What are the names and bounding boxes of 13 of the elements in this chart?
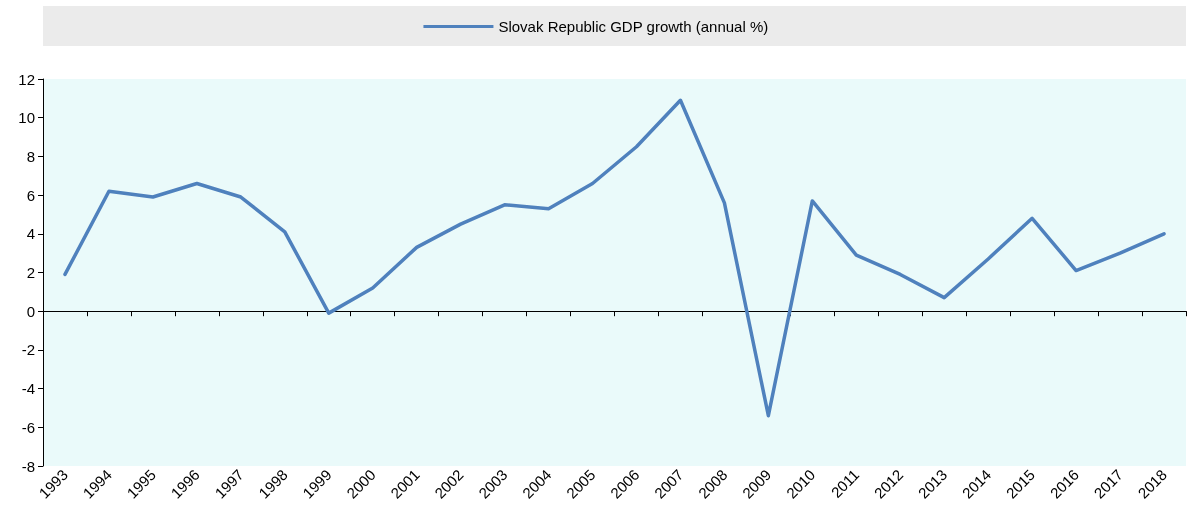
y-tick-label: -4 xyxy=(21,380,35,398)
y-tick-label: 6 xyxy=(26,186,35,204)
line-series xyxy=(63,98,1166,418)
y-tick-label: 12 xyxy=(18,70,35,88)
y-tick-label: 4 xyxy=(26,225,35,243)
y-tick-label: -8 xyxy=(21,457,35,475)
y-tick-label: -2 xyxy=(21,341,35,359)
y-tick-label: 8 xyxy=(26,147,35,165)
legend-label: Slovak Republic GDP growth (annual %) xyxy=(498,18,769,35)
y-tick-label: 0 xyxy=(26,302,35,320)
y-tick-label: 2 xyxy=(26,264,35,281)
y-tick-label: 10 xyxy=(18,109,35,127)
y-tick-label: -6 xyxy=(21,418,35,436)
